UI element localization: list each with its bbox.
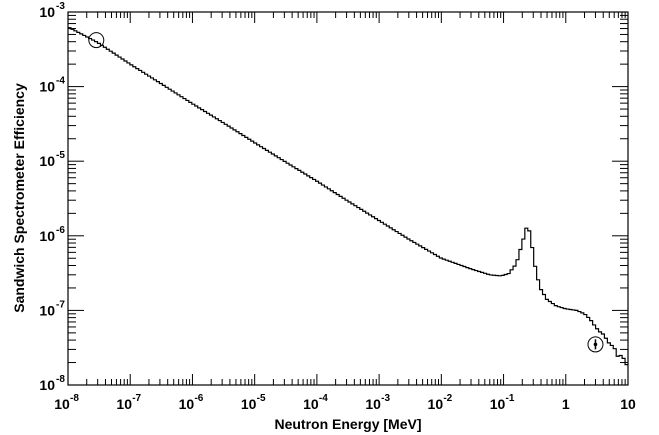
x-tick-exponent: -4 <box>319 393 328 404</box>
x-tick-labels: 10 -8 10 -7 10 -6 10 -5 10 -4 10 -3 10 -2 10 -1 1 10 <box>54 393 636 412</box>
x-tick-label: 1 <box>562 396 570 412</box>
plot-frame <box>67 11 629 386</box>
x-tick-label: 10 <box>116 396 132 412</box>
x-axis-title: Neutron Energy [MeV] <box>274 416 421 432</box>
x-tick-label: 10 <box>303 396 319 412</box>
y-tick-label: 10 <box>39 153 55 169</box>
y-tick-exponent: -5 <box>56 150 65 161</box>
x-tick-label: 10 <box>620 396 636 412</box>
y-tick-label: 10 <box>39 4 55 20</box>
x-tick-label: 10 <box>241 396 257 412</box>
y-tick-label: 10 <box>39 228 55 244</box>
y-tick-exponent: -8 <box>56 374 65 385</box>
x-tick-exponent: -1 <box>506 393 515 404</box>
axis-ticks <box>67 11 629 386</box>
data-markers <box>88 32 604 353</box>
x-tick-exponent: -6 <box>194 393 203 404</box>
y-tick-labels: 10-810-710-610-510-410-3 <box>39 1 65 393</box>
y-tick-exponent: -7 <box>56 299 65 310</box>
y-tick-label: 10 <box>39 302 55 318</box>
x-tick-label: 10 <box>490 396 506 412</box>
x-tick-exponent: -3 <box>381 393 390 404</box>
x-tick-exponent: -8 <box>70 393 79 404</box>
y-tick-label: 10 <box>39 79 55 95</box>
y-axis-title: Sandwich Spectrometer Efficiency <box>11 83 27 313</box>
x-tick-label: 10 <box>428 396 444 412</box>
y-tick-exponent: -4 <box>56 76 65 87</box>
x-tick-label: 10 <box>179 396 195 412</box>
x-tick-exponent: -5 <box>257 393 266 404</box>
y-tick-label: 10 <box>39 377 55 393</box>
x-tick-label: 10 <box>54 396 70 412</box>
marker-point <box>593 342 598 347</box>
marker-circle <box>587 336 604 353</box>
x-tick-exponent: -7 <box>132 393 141 404</box>
y-tick-exponent: -3 <box>56 1 65 12</box>
x-tick-label: 10 <box>365 396 381 412</box>
y-tick-exponent: -6 <box>56 225 65 236</box>
x-tick-exponent: -2 <box>443 393 452 404</box>
efficiency-curve <box>68 27 628 366</box>
marker-circle <box>88 32 105 49</box>
